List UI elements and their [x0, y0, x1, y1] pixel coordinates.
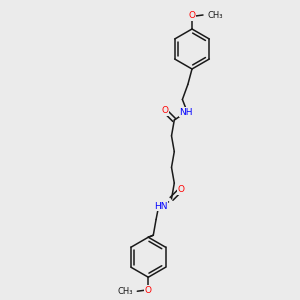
Text: CH₃: CH₃	[118, 287, 133, 296]
Text: O: O	[162, 106, 169, 116]
Text: CH₃: CH₃	[207, 11, 223, 20]
Text: O: O	[188, 11, 196, 20]
Text: O: O	[145, 286, 152, 295]
Text: HN: HN	[154, 202, 168, 211]
Text: NH: NH	[179, 107, 193, 116]
Text: O: O	[177, 185, 184, 194]
